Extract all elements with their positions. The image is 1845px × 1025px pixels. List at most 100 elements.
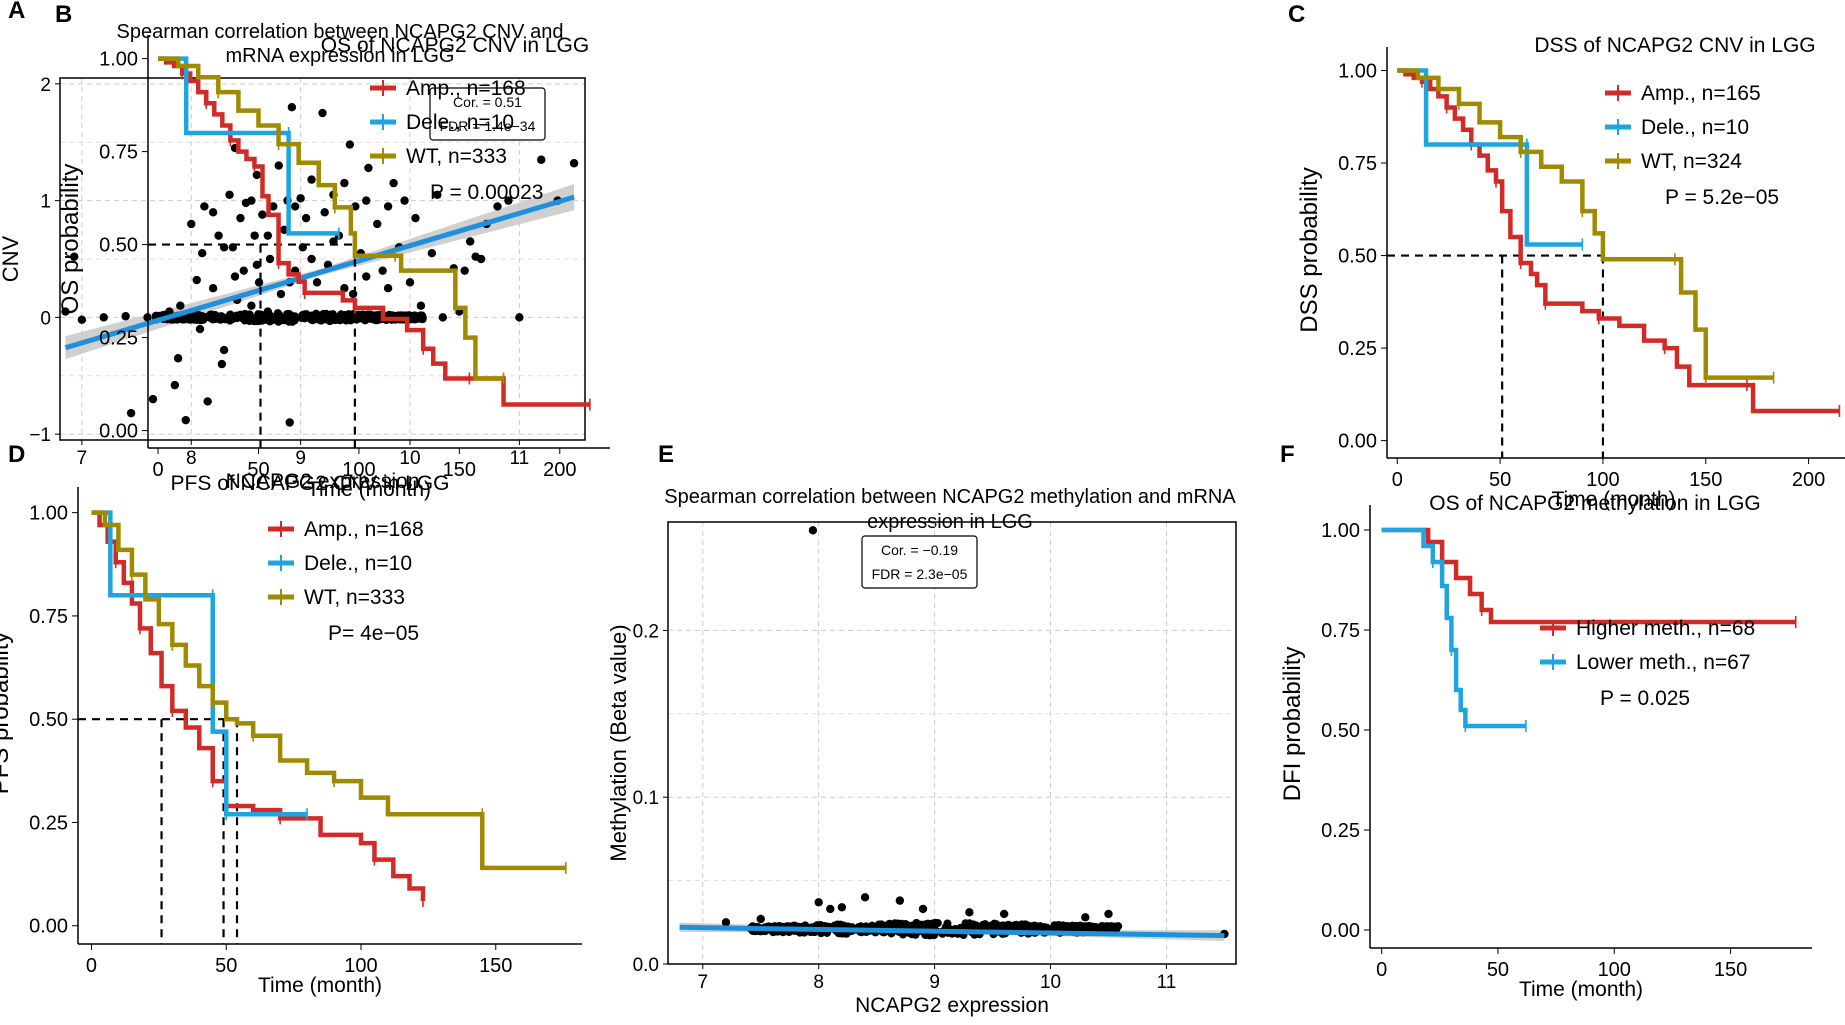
y-axis-label: Methylation (Beta value)	[606, 624, 631, 861]
data-point	[366, 313, 375, 322]
y-tick-label: 2	[40, 75, 51, 96]
data-point	[307, 254, 316, 264]
fit-line	[679, 924, 1225, 939]
data-point	[245, 317, 254, 326]
y-axis-label: PFS probability	[0, 632, 14, 795]
data-point	[208, 208, 218, 217]
data-point	[61, 307, 70, 316]
data-point	[296, 194, 305, 203]
x-axis-label: Time (month)	[1551, 488, 1675, 511]
x-tick-label: 150	[443, 459, 476, 481]
y-tick-label: 0.50	[1321, 720, 1360, 742]
y-tick-label: 1.00	[99, 49, 138, 71]
panel-e: E Spearman correlation between NCAPG2 met…	[600, 440, 1300, 1020]
y-tick-label: 0.50	[1338, 246, 1377, 268]
data-point	[274, 161, 283, 170]
data-point	[269, 202, 278, 211]
panel-a: A Spearman correlation between NCAPG2 CNV…	[0, 0, 600, 493]
data-point	[965, 919, 974, 928]
x-axis-label: NCAPG2 expression	[226, 470, 420, 493]
data-point	[307, 175, 316, 184]
data-point	[362, 272, 371, 281]
x-axis-label: Time (month)	[1519, 978, 1643, 1001]
y-tick-label: 1.00	[29, 503, 68, 525]
data-point	[383, 283, 393, 293]
data-point	[965, 908, 974, 917]
data-point	[285, 418, 294, 427]
x-tick-label: 50	[215, 955, 237, 977]
y-tick-label: 0.50	[99, 235, 138, 257]
legend-entry: Dele., n=10	[406, 111, 514, 134]
legend-entry: Dele., n=10	[304, 552, 412, 575]
data-point	[203, 397, 212, 406]
x-axis-label: NCAPG2 expression	[855, 994, 1049, 1017]
chart-title-line: Spearman correlation between NCAPG2 meth…	[664, 486, 1236, 508]
panel-label: F	[1280, 441, 1295, 468]
data-point	[126, 408, 136, 418]
data-point	[1104, 909, 1113, 919]
panel-label: A	[8, 0, 25, 24]
chart-title: DSS of NCAPG2 CNV in LGG	[1534, 34, 1815, 57]
data-point	[351, 202, 360, 211]
data-point	[460, 266, 469, 275]
data-point	[301, 213, 311, 223]
data-point	[217, 359, 227, 369]
data-point	[438, 313, 448, 322]
data-point	[186, 313, 195, 322]
plot-area	[77, 487, 582, 945]
panel-label: E	[658, 441, 674, 468]
legend-entry: Amp., n=168	[304, 518, 424, 541]
y-tick-label: 0.00	[99, 421, 138, 443]
data-point	[217, 312, 226, 321]
km-curve	[91, 510, 566, 871]
data-point	[197, 248, 207, 258]
data-point	[181, 415, 190, 425]
chart-c: C DSS of NCAPG2 CNV in LGG 0 50 100 150 200 0.0…	[1288, 1, 1845, 511]
data-point	[476, 254, 486, 264]
data-point	[173, 354, 183, 363]
x-tick-label: 0	[1392, 469, 1403, 491]
x-tick-label: 0	[1376, 959, 1387, 981]
chart-title: PFS of NCAPG2 CNV in LGG	[171, 472, 450, 495]
data-point	[121, 312, 130, 321]
x-tick-label: 200	[543, 459, 576, 481]
data-point	[252, 260, 262, 270]
data-point	[214, 231, 223, 240]
data-point	[340, 283, 349, 293]
data-point	[504, 196, 513, 205]
data-point	[77, 315, 87, 324]
data-point	[252, 170, 262, 180]
y-tick-label: 0.75	[1321, 620, 1360, 642]
data-point	[230, 272, 240, 281]
data-point	[148, 394, 158, 404]
panel-label: D	[8, 441, 25, 468]
plot-area	[1386, 47, 1845, 459]
p-value: P = 0.00023	[430, 181, 543, 204]
data-point	[247, 196, 256, 205]
stats-box	[861, 535, 978, 589]
data-point	[303, 312, 312, 321]
chart-a: A Spearman correlation between NCAPG2 CNV…	[0, 0, 586, 493]
data-point	[193, 313, 202, 322]
data-point	[290, 202, 300, 211]
x-tick-label: 150	[479, 955, 512, 977]
legend-entry: Lower meth., n=67	[1576, 651, 1751, 674]
stats-fdr: FDR = 2.3e−05	[872, 566, 968, 582]
data-point	[192, 275, 201, 285]
data-point	[1017, 920, 1026, 929]
x-tick-label: 50	[247, 459, 269, 481]
x-tick-label: 200	[1792, 469, 1825, 491]
plot-area	[147, 35, 610, 449]
data-point	[225, 190, 234, 199]
data-point	[416, 301, 426, 310]
data-point	[826, 904, 835, 914]
data-point	[427, 248, 437, 258]
legend-entry: Dele., n=10	[1641, 116, 1749, 139]
x-tick-label: 50	[1487, 959, 1509, 981]
data-point	[515, 313, 524, 322]
data-point	[287, 102, 297, 112]
data-point	[1078, 923, 1087, 932]
data-point	[918, 904, 928, 914]
data-point	[408, 312, 417, 321]
